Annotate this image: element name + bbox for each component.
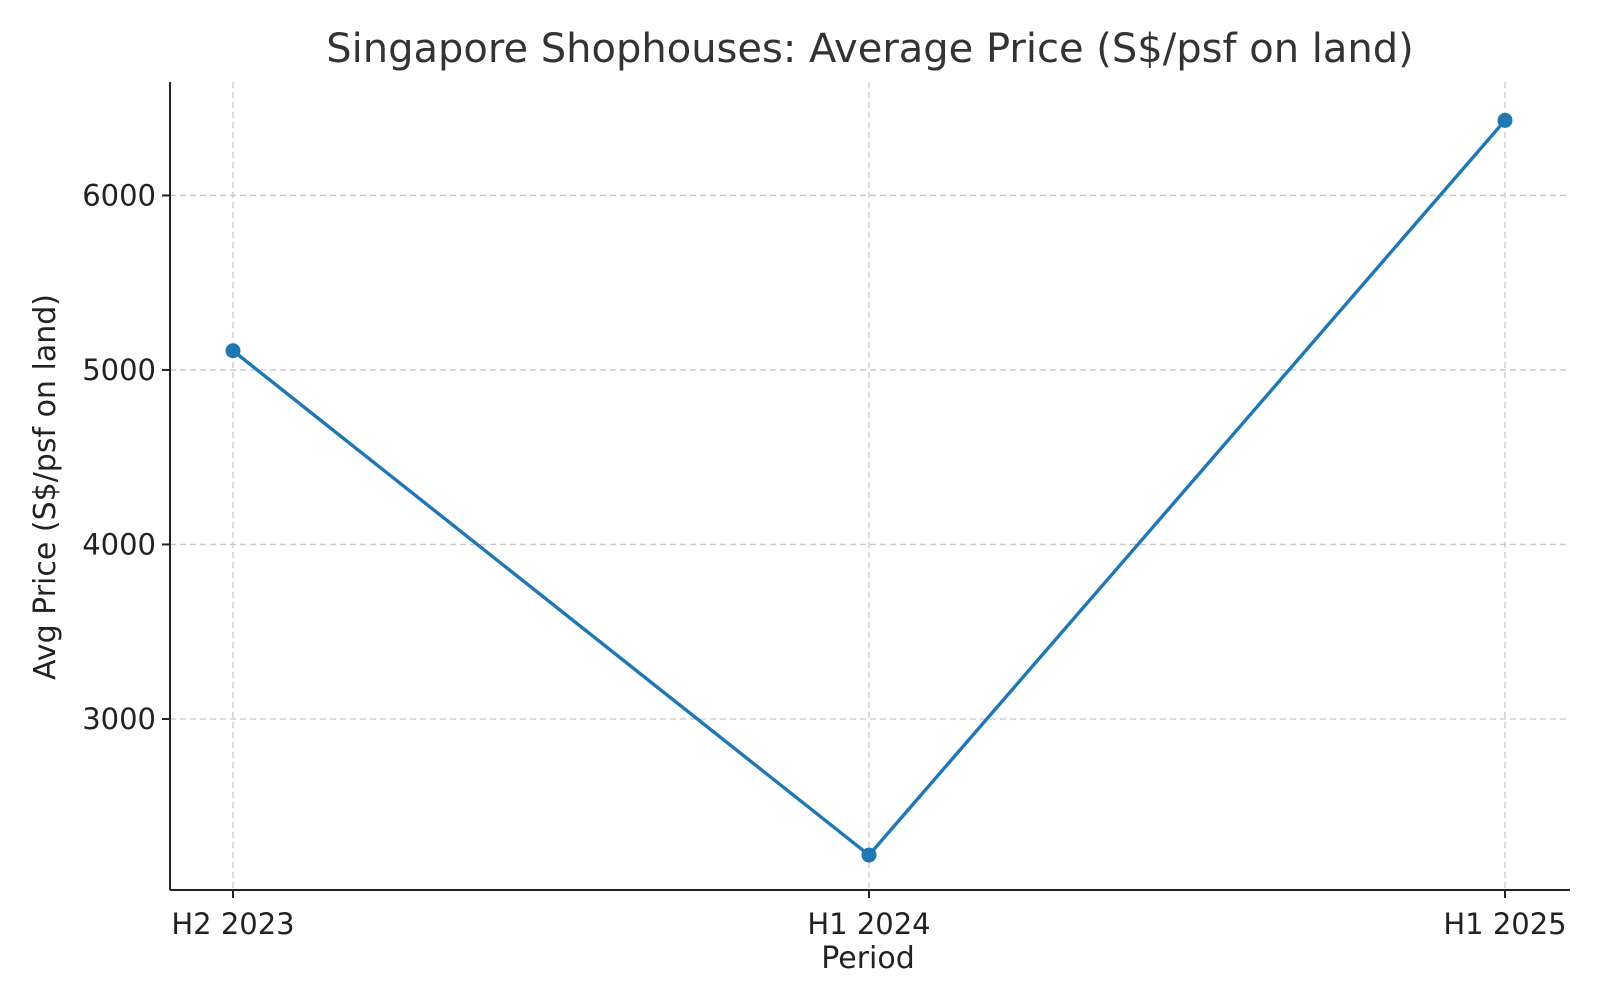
y-tick-label: 5000 [82, 353, 156, 387]
axes [162, 82, 1570, 898]
chart-title: Singapore Shophouses: Average Price (S$/… [326, 26, 1414, 72]
x-tick-label: H2 2023 [171, 907, 294, 941]
tick-labels: 3000 4000 5000 6000 H2 2023 H1 2024 H1 2025 [82, 178, 1566, 941]
y-axis-label: Avg Price (S$/psf on land) [28, 294, 63, 680]
y-tick-label: 6000 [82, 178, 156, 212]
y-tick-label: 3000 [82, 702, 156, 736]
x-tick-label: H1 2025 [1443, 907, 1566, 941]
data-series [225, 112, 1513, 863]
x-axis-label: Period [821, 941, 915, 976]
data-point [225, 343, 241, 359]
data-point [1497, 112, 1513, 128]
grid-lines [170, 82, 1570, 890]
data-point [861, 847, 877, 863]
x-tick-label: H1 2024 [807, 907, 930, 941]
y-tick-label: 4000 [82, 527, 156, 561]
